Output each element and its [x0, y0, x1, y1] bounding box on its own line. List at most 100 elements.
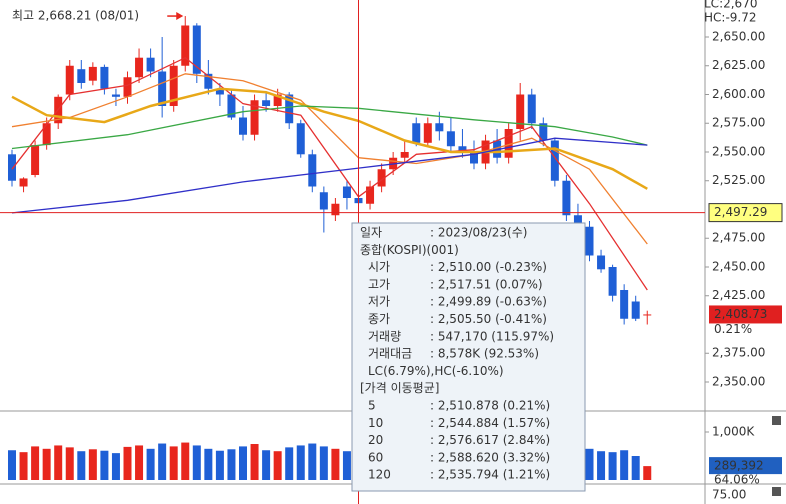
tooltip-label: 10 — [368, 416, 383, 430]
annotation-arrowhead — [176, 12, 184, 21]
volume-bar — [631, 456, 640, 480]
tooltip-label: 거래량 — [368, 329, 401, 343]
volume-bar — [111, 453, 120, 480]
candle-body — [111, 94, 120, 97]
candle-body — [135, 57, 144, 78]
volume-bar — [285, 447, 294, 480]
y-tick-label: 2,550.00 — [712, 144, 765, 158]
volume-bar — [158, 443, 167, 480]
tooltip-label: LC(6.79%),HC(-6.10%) — [368, 364, 504, 378]
tooltip-value: : 8,578K (92.53%) — [430, 347, 539, 361]
y-tick-label: 2,375.00 — [712, 346, 765, 360]
candle-body — [423, 123, 432, 143]
tooltip-value: : 2,499.89 (-0.63%) — [430, 295, 547, 309]
volume-ratio: 64.06% — [714, 473, 760, 487]
y-tick-label: 2,625.00 — [712, 58, 765, 72]
volume-bar — [100, 450, 109, 480]
candle-body — [550, 140, 559, 181]
volume-bar — [135, 445, 144, 480]
pane-button[interactable] — [772, 416, 781, 425]
candle-body — [504, 128, 513, 158]
tooltip-value: : 2,517.51 (0.07%) — [430, 277, 543, 291]
volume-bar — [319, 446, 328, 480]
volume-bar — [181, 442, 190, 480]
high-annotation: 최고 2,668.21 (08/01) — [12, 9, 139, 23]
volume-bar — [608, 452, 617, 480]
candle-body — [42, 123, 51, 146]
volume-bar — [227, 449, 236, 480]
volume-bar — [88, 449, 97, 480]
candle-body — [342, 186, 351, 198]
candle-body — [400, 151, 409, 158]
candle-body — [204, 73, 213, 89]
y-tick-label: 2,475.00 — [712, 231, 765, 245]
volume-bar — [585, 448, 594, 480]
candle-body — [458, 146, 467, 152]
lower-tick-label: 75.00 — [712, 488, 746, 502]
candle-body — [366, 186, 375, 204]
candle-body — [123, 77, 132, 97]
volume-bar — [250, 444, 259, 480]
last-price-label: 2,408.73 — [714, 307, 767, 321]
pane-button[interactable] — [772, 487, 781, 496]
tooltip-label: 20 — [368, 433, 383, 447]
candle-body — [319, 192, 328, 210]
last-price-box — [709, 305, 782, 324]
candle-body — [631, 301, 640, 319]
candle-body — [262, 100, 271, 106]
candle-body — [643, 314, 652, 316]
tooltip-value: : 2,510.878 (0.21%) — [430, 399, 550, 413]
volume-bar — [308, 443, 317, 480]
tooltip-label: 일자 — [360, 226, 382, 240]
y-tick-label: 2,525.00 — [712, 173, 765, 187]
volume-bar — [331, 448, 340, 480]
candle-body — [215, 88, 224, 95]
candle-body — [597, 255, 606, 270]
volume-bar — [8, 450, 16, 480]
volume-bar — [19, 452, 28, 480]
tooltip-value: : 2,505.50 (-0.41%) — [430, 312, 547, 326]
tooltip-value: : 2,510.00 (-0.23%) — [430, 260, 547, 274]
tooltip-value: : 2,544.884 (1.57%) — [430, 416, 550, 430]
candle-body — [470, 151, 478, 164]
y-tick-label: 2,650.00 — [712, 29, 765, 43]
candle-body — [412, 123, 421, 143]
candle-body — [573, 215, 582, 227]
candle-body — [250, 100, 259, 135]
y-tick-label: 2,575.00 — [712, 116, 765, 130]
candle-body — [19, 178, 28, 187]
volume-bar — [65, 447, 74, 480]
y-tick-label: 2,450.00 — [712, 259, 765, 273]
tooltip-value: : 547,170 (115.97%) — [430, 329, 554, 343]
volume-bar — [204, 448, 213, 480]
volume-bar — [123, 446, 132, 480]
tooltip-label: 종가 — [368, 312, 390, 326]
candle-body — [227, 94, 236, 118]
tooltip-label: 저가 — [368, 295, 390, 309]
candle-body — [620, 289, 629, 319]
tooltip-box — [351, 222, 586, 492]
volume-bar — [239, 446, 247, 480]
volume-bar — [77, 451, 86, 480]
last-change: 0.21% — [714, 322, 752, 336]
y-tick-label: 2,600.00 — [712, 87, 765, 101]
volume-bar — [643, 466, 652, 480]
ma-line — [11, 56, 648, 291]
candle-body — [296, 123, 305, 155]
tooltip-value: : 2023/08/23(수) — [430, 226, 527, 240]
volume-bar — [262, 450, 271, 480]
candle-body — [585, 226, 594, 256]
volume-bar — [296, 445, 305, 480]
tooltip-label: 60 — [368, 450, 383, 464]
last-volume-box — [709, 457, 782, 475]
volume-bar — [597, 451, 606, 480]
tooltip-label: 5 — [368, 399, 376, 413]
tooltip-label: 거래대금 — [368, 347, 412, 361]
tooltip-value: : 2,535.794 (1.21%) — [430, 468, 550, 482]
volume-bar — [146, 448, 155, 480]
candle-body — [88, 66, 97, 81]
candle-body — [273, 94, 282, 106]
candle-body — [285, 94, 294, 124]
volume-bar — [342, 451, 351, 480]
volume-bar — [31, 446, 40, 480]
